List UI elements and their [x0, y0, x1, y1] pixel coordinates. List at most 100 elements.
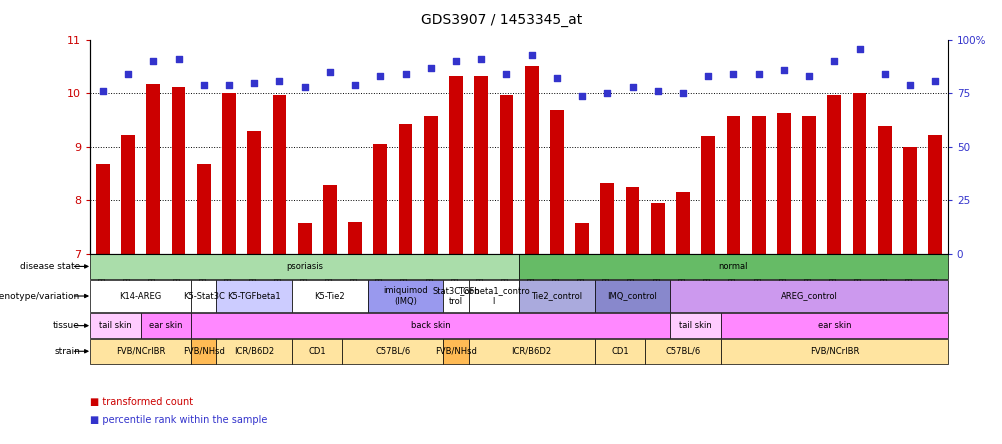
Point: [120, 71, 136, 78]
Bar: [146, 84, 160, 254]
Text: AREG_control: AREG_control: [780, 292, 837, 301]
Text: CD1: CD1: [309, 347, 326, 356]
Text: ■ percentile rank within the sample: ■ percentile rank within the sample: [90, 415, 268, 424]
Bar: [292, 280, 368, 312]
Bar: [90, 313, 140, 338]
Bar: [221, 93, 235, 254]
Text: FVB/NHsd: FVB/NHsd: [435, 347, 477, 356]
Bar: [499, 95, 513, 254]
Text: tail skin: tail skin: [678, 321, 711, 330]
Bar: [373, 144, 387, 254]
Point: [498, 71, 514, 78]
Text: ear skin: ear skin: [149, 321, 182, 330]
Point: [297, 83, 313, 91]
Bar: [298, 223, 312, 254]
Text: C57BL/6: C57BL/6: [664, 347, 700, 356]
Bar: [549, 111, 563, 254]
Bar: [877, 127, 891, 254]
Text: tissue: tissue: [53, 321, 80, 330]
Bar: [247, 131, 261, 254]
Bar: [574, 223, 588, 254]
Text: K5-TGFbeta1: K5-TGFbeta1: [227, 292, 281, 301]
Bar: [720, 339, 947, 364]
Text: strain: strain: [54, 347, 80, 356]
Bar: [398, 124, 412, 254]
Point: [170, 56, 186, 63]
Point: [776, 66, 792, 73]
Bar: [216, 339, 292, 364]
Text: ■ transformed count: ■ transformed count: [90, 397, 193, 407]
Text: FVB/NCrIBR: FVB/NCrIBR: [809, 347, 858, 356]
Text: imiquimod
(IMQ): imiquimod (IMQ): [383, 286, 428, 306]
Text: IMQ_control: IMQ_control: [607, 292, 657, 301]
Text: C57BL/6: C57BL/6: [375, 347, 410, 356]
Point: [422, 64, 438, 71]
Text: K5-Stat3C: K5-Stat3C: [182, 292, 224, 301]
Point: [851, 45, 867, 52]
Point: [145, 58, 161, 65]
Text: FVB/NHsd: FVB/NHsd: [182, 347, 224, 356]
Point: [195, 81, 211, 88]
Bar: [191, 339, 216, 364]
Point: [372, 73, 388, 80]
Bar: [140, 313, 191, 338]
Point: [448, 58, 464, 65]
Bar: [468, 339, 594, 364]
Bar: [720, 313, 947, 338]
Text: CD1: CD1: [610, 347, 628, 356]
Bar: [474, 76, 488, 254]
Bar: [852, 93, 866, 254]
Bar: [191, 313, 669, 338]
Text: back skin: back skin: [411, 321, 450, 330]
Point: [926, 77, 942, 84]
Point: [347, 81, 363, 88]
Point: [599, 90, 615, 97]
Bar: [519, 280, 594, 312]
Bar: [902, 147, 916, 254]
Point: [397, 71, 413, 78]
Bar: [750, 116, 765, 254]
Bar: [650, 203, 664, 254]
Text: ICR/B6D2: ICR/B6D2: [233, 347, 274, 356]
Text: ICR/B6D2: ICR/B6D2: [511, 347, 551, 356]
Bar: [594, 280, 669, 312]
Bar: [449, 76, 463, 254]
Bar: [121, 135, 135, 254]
Point: [674, 90, 690, 97]
Text: K14-AREG: K14-AREG: [119, 292, 161, 301]
Bar: [675, 192, 689, 254]
Point: [573, 92, 589, 99]
Bar: [669, 280, 947, 312]
Bar: [96, 164, 109, 254]
Bar: [777, 113, 790, 254]
Bar: [802, 116, 816, 254]
Text: psoriasis: psoriasis: [286, 262, 323, 271]
Bar: [644, 339, 720, 364]
Text: normal: normal: [718, 262, 747, 271]
Bar: [348, 222, 362, 254]
Point: [699, 73, 715, 80]
Text: tail skin: tail skin: [99, 321, 131, 330]
Bar: [725, 116, 739, 254]
Point: [322, 68, 338, 75]
Bar: [443, 280, 468, 312]
Point: [724, 71, 740, 78]
Bar: [342, 339, 443, 364]
Bar: [669, 313, 720, 338]
Point: [749, 71, 766, 78]
Bar: [90, 280, 191, 312]
Point: [901, 81, 917, 88]
Point: [876, 71, 892, 78]
Bar: [292, 339, 342, 364]
Point: [826, 58, 842, 65]
Bar: [424, 116, 437, 254]
Point: [548, 75, 564, 82]
Bar: [625, 187, 639, 254]
Bar: [928, 135, 941, 254]
Text: ear skin: ear skin: [817, 321, 851, 330]
Text: disease state: disease state: [20, 262, 80, 271]
Text: Stat3C_con
trol: Stat3C_con trol: [432, 286, 479, 306]
Text: genotype/variation: genotype/variation: [0, 292, 80, 301]
Text: K5-Tie2: K5-Tie2: [315, 292, 345, 301]
Point: [95, 87, 111, 95]
